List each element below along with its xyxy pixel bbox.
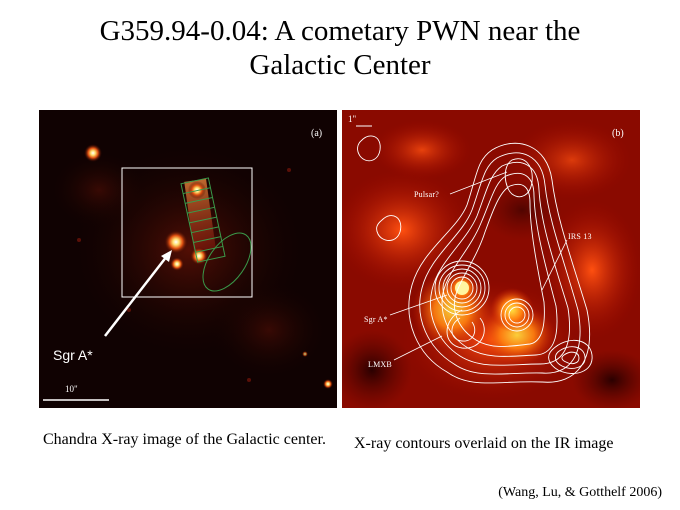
pulsar-label: Pulsar? [414, 190, 439, 199]
title-line-2: Galactic Center [249, 49, 431, 81]
chandra-xray-image: (a) Sgr A* 10" [39, 110, 337, 408]
xray-image-graphic [43, 140, 333, 401]
xray-contours [357, 135, 593, 384]
sgr-a-label: Sgr A* [53, 347, 93, 363]
contour-image-graphic [342, 120, 640, 408]
citation: (Wang, Lu, & Gotthelf 2006) [498, 485, 662, 500]
scale-label: 10" [65, 384, 78, 394]
ir-contour-image: 1" (b) Pulsar? IRS 13 Sgr A* LMXB [342, 110, 640, 408]
panel-a-label: (a) [311, 128, 323, 139]
caption-left: Chandra X-ray image of the Galactic cent… [43, 431, 326, 448]
sgr-a-contour-label: Sgr A* [364, 315, 388, 324]
panel-b-scale-label: 1" [348, 114, 357, 124]
slide-title: G359.94-0.04: A cometary PWN near the Ga… [0, 14, 680, 82]
caption-right: X-ray contours overlaid on the IR image [354, 435, 614, 452]
irs13-label: IRS 13 [568, 232, 592, 241]
lmxb-label: LMXB [368, 360, 392, 369]
panel-b-label: (b) [612, 128, 624, 139]
title-line-1: G359.94-0.04: A cometary PWN near the [99, 15, 581, 47]
